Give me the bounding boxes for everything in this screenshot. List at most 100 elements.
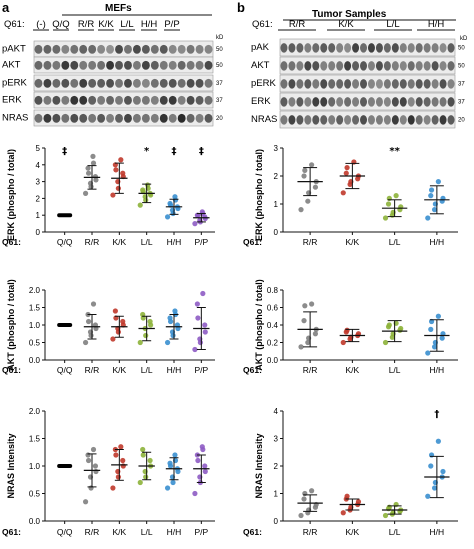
blot-band xyxy=(204,60,213,70)
blot-band xyxy=(159,60,168,70)
blot-band xyxy=(399,61,407,71)
blot-band xyxy=(186,95,195,105)
chart-b-nras: 0 1 2 3 4 NRAS Intensity Q61: R/R K/K L/L H/H † xyxy=(243,407,458,537)
y-axis-label: ERK (phospho / total) xyxy=(6,149,16,241)
category-label: L/L xyxy=(141,365,153,375)
data-point xyxy=(428,326,434,332)
blot-band xyxy=(407,61,415,71)
blot-band xyxy=(177,95,186,105)
data-point xyxy=(85,170,92,176)
y-tick-label: 4 xyxy=(36,161,41,170)
blot-band xyxy=(423,61,431,71)
blot-row-label: pAKT xyxy=(2,43,26,54)
blot-band xyxy=(124,60,132,70)
lane-label: H/H xyxy=(141,19,158,30)
data-point xyxy=(113,167,119,173)
y-tick-label: 0 xyxy=(36,228,41,237)
blot-band xyxy=(375,43,383,53)
data-point xyxy=(115,474,121,480)
data-point xyxy=(140,452,146,458)
data-point xyxy=(82,190,89,196)
blot-band xyxy=(423,79,431,89)
data-point xyxy=(92,463,99,469)
blot-band xyxy=(304,115,312,125)
category-label: Q/Q xyxy=(57,365,73,375)
blot-band xyxy=(141,78,150,88)
blot-band xyxy=(360,97,368,107)
category-label: L/L xyxy=(141,237,153,247)
blot-band xyxy=(415,97,423,107)
blot-band xyxy=(79,78,88,88)
mw-marker: 20 xyxy=(458,118,465,124)
data-point xyxy=(435,438,441,444)
blot-band xyxy=(124,113,132,123)
blot-band xyxy=(106,60,115,70)
data-point xyxy=(143,332,149,339)
blot-band xyxy=(344,43,352,53)
blot-band xyxy=(195,95,204,105)
y-tick-label: 3 xyxy=(274,435,279,444)
chart-b-erk: 0 1 2 3 ERK (phospho / total)Q61: R/R K/K L/L **… xyxy=(243,144,458,247)
blot-band xyxy=(336,61,344,71)
data-point xyxy=(137,479,143,486)
blot-band xyxy=(88,113,97,123)
data-point xyxy=(309,301,315,307)
category-label: L/L xyxy=(389,237,401,247)
x-axis-label: Q61: xyxy=(243,365,262,375)
data-point xyxy=(167,200,173,207)
data-point xyxy=(298,207,304,213)
data-point xyxy=(301,318,307,324)
significance-mark: ‡ xyxy=(62,146,67,157)
blot-band xyxy=(439,115,447,125)
chart-a-erk: 0 1 2 3 4 5 ERK (phospho / total)Q61: Q/Q ‡ R/R K/… xyxy=(2,144,215,247)
chart-a-nras: 0.0 0.5 1.0 1.5 2.0 NRAS Intensity Q61: Q/Q R/R K… xyxy=(2,407,215,537)
blot-band xyxy=(88,44,97,54)
mw-marker: 20 xyxy=(216,116,223,122)
blot-row-label: pAK xyxy=(251,42,270,53)
blot-band xyxy=(177,44,186,54)
blot-band xyxy=(391,97,399,107)
data-point xyxy=(305,198,311,204)
lane-label: K/K xyxy=(338,19,354,30)
blot-row-label: NRAS xyxy=(2,112,28,123)
data-point xyxy=(147,318,153,325)
blot-band xyxy=(352,97,360,107)
category-label: R/R xyxy=(85,365,100,375)
blot-band xyxy=(367,61,375,71)
blot-band xyxy=(124,78,132,88)
blot-band xyxy=(431,43,439,53)
blot-band xyxy=(168,78,177,88)
data-point-cluster xyxy=(57,464,73,468)
data-point xyxy=(118,444,124,450)
blot-band xyxy=(204,95,213,105)
panel-b-q61-label: Q61: xyxy=(252,19,273,30)
blot-band xyxy=(288,97,296,107)
category-label: L/L xyxy=(389,527,401,537)
data-point xyxy=(199,444,205,450)
blot-band xyxy=(336,43,344,53)
blot-band xyxy=(415,79,423,89)
blot-band xyxy=(88,95,97,105)
blot-band xyxy=(124,44,132,54)
blot-band xyxy=(168,95,177,105)
data-point xyxy=(82,339,89,346)
blot-band xyxy=(150,44,159,54)
x-axis-label: Q61: xyxy=(2,365,21,375)
category-label: K/K xyxy=(346,365,360,375)
panel-a-q61-label: Q61: xyxy=(4,19,25,30)
category-label: Q/Q xyxy=(57,527,73,537)
blot-band xyxy=(115,60,123,70)
blot-band xyxy=(367,115,375,125)
data-point xyxy=(301,496,307,502)
y-tick-label: 1 xyxy=(274,490,279,499)
blot-strip xyxy=(33,40,214,58)
blot-band xyxy=(43,44,52,54)
data-point xyxy=(113,452,119,458)
blot-band xyxy=(88,78,97,88)
blot-band xyxy=(280,43,288,53)
data-point xyxy=(309,162,315,168)
blot-band xyxy=(43,113,52,123)
blot-band xyxy=(43,78,52,88)
lane-label: K/K xyxy=(98,19,114,30)
blot-band xyxy=(88,60,97,70)
